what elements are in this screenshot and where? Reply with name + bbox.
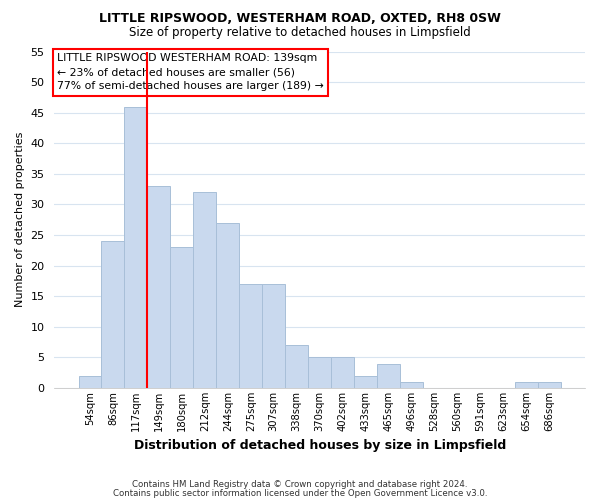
Y-axis label: Number of detached properties: Number of detached properties [15, 132, 25, 308]
Bar [170, 248, 193, 388]
Text: LITTLE RIPSWOOD WESTERHAM ROAD: 139sqm
← 23% of detached houses are smaller (56): LITTLE RIPSWOOD WESTERHAM ROAD: 139sqm ←… [57, 53, 324, 91]
X-axis label: Distribution of detached houses by size in Limpsfield: Distribution of detached houses by size … [134, 440, 506, 452]
Bar [239, 284, 262, 388]
Bar [285, 345, 308, 388]
Bar [354, 376, 377, 388]
Text: Size of property relative to detached houses in Limpsfield: Size of property relative to detached ho… [129, 26, 471, 39]
Bar [308, 358, 331, 388]
Bar [331, 358, 354, 388]
Text: Contains HM Land Registry data © Crown copyright and database right 2024.: Contains HM Land Registry data © Crown c… [132, 480, 468, 489]
Bar [124, 106, 148, 388]
Bar [377, 364, 400, 388]
Bar [262, 284, 285, 388]
Bar [217, 223, 239, 388]
Text: LITTLE RIPSWOOD, WESTERHAM ROAD, OXTED, RH8 0SW: LITTLE RIPSWOOD, WESTERHAM ROAD, OXTED, … [99, 12, 501, 26]
Bar [538, 382, 561, 388]
Bar [101, 241, 124, 388]
Bar [193, 192, 217, 388]
Text: Contains public sector information licensed under the Open Government Licence v3: Contains public sector information licen… [113, 488, 487, 498]
Bar [515, 382, 538, 388]
Bar [400, 382, 423, 388]
Bar [148, 186, 170, 388]
Bar [79, 376, 101, 388]
